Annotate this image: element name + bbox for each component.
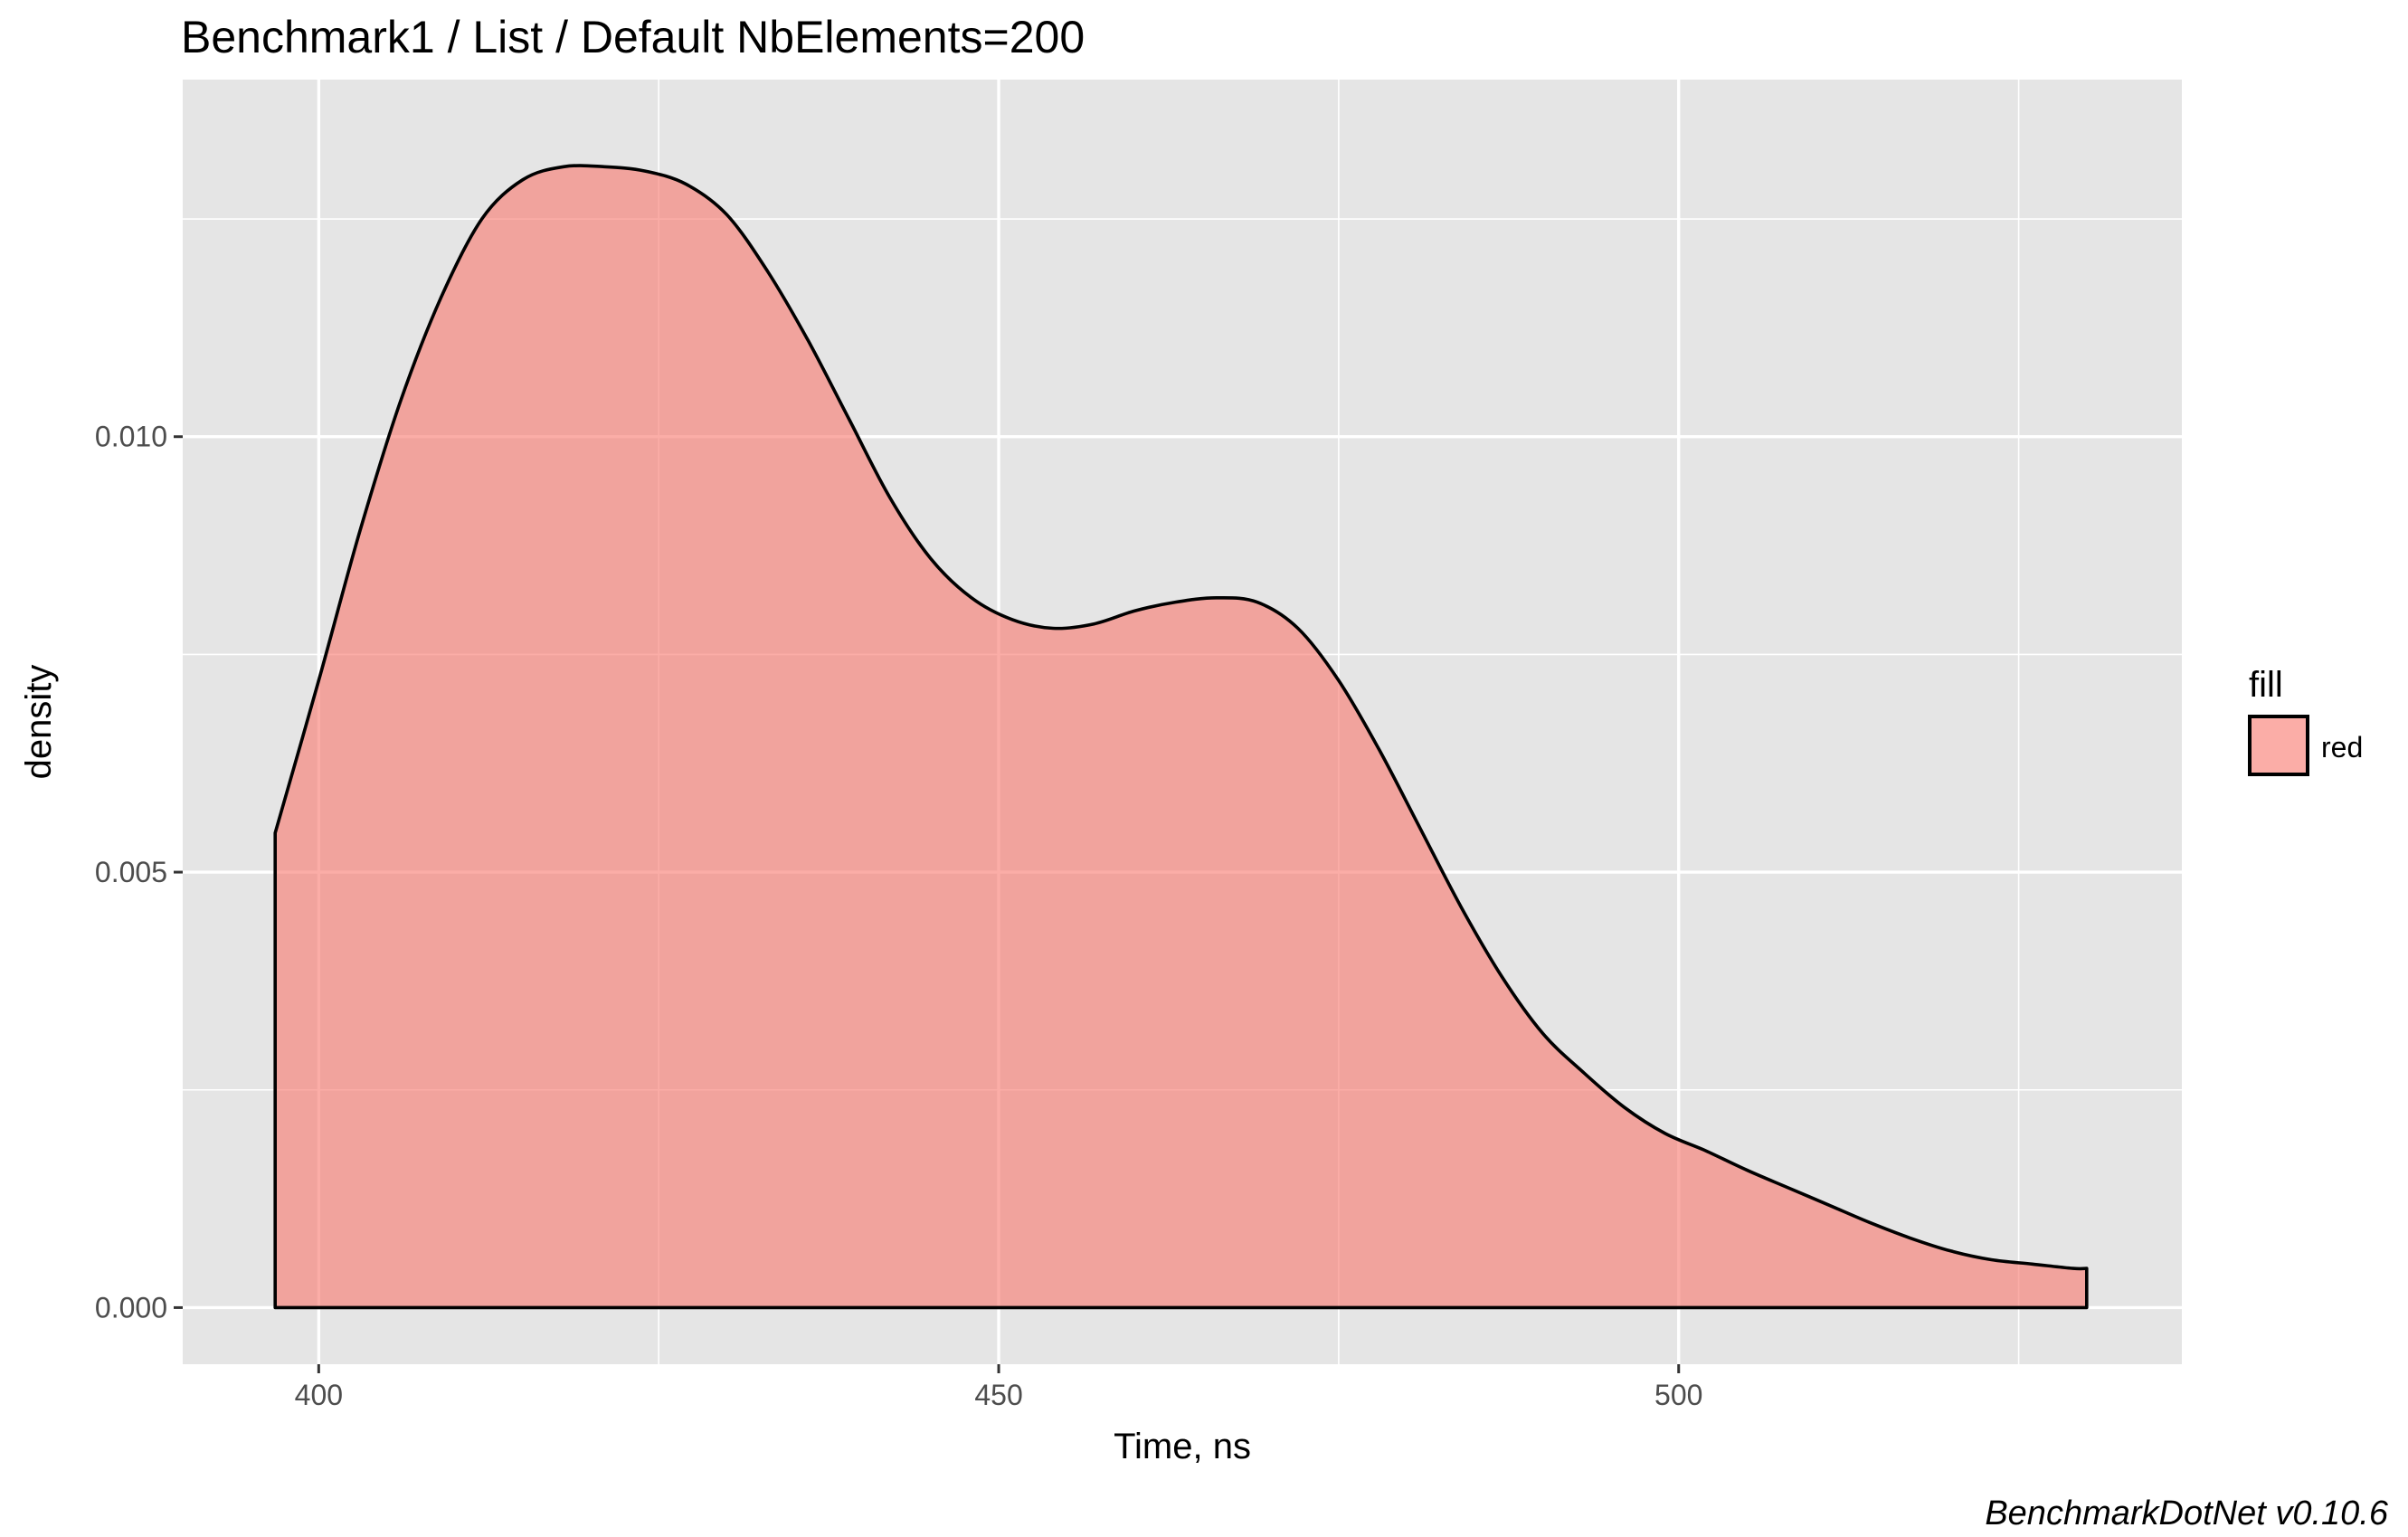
x-axis: 400 450 500 [295,1364,1702,1411]
x-tick-label: 500 [1654,1379,1702,1411]
x-axis-title: Time, ns [1114,1427,1251,1466]
density-area-red [273,164,2089,1310]
legend-key-red [2248,715,2309,776]
y-tick-label: 0.010 [95,421,167,453]
y-tick-label: 0.005 [95,856,167,888]
legend: fill red [2248,665,2363,776]
legend-title: fill [2249,665,2283,705]
y-axis: 0.000 0.005 0.010 [95,421,183,1324]
x-tick-label: 400 [295,1379,343,1411]
y-tick-label: 0.000 [95,1291,167,1324]
caption: BenchmarkDotNet v0.10.6 [1985,1494,2389,1532]
series-layer [273,164,2089,1310]
x-tick-label: 450 [974,1379,1022,1411]
chart-title: Benchmark1 / List / Default NbElements=2… [181,12,1085,62]
legend-label-red: red [2321,731,2363,764]
y-axis-title: density [19,665,59,780]
